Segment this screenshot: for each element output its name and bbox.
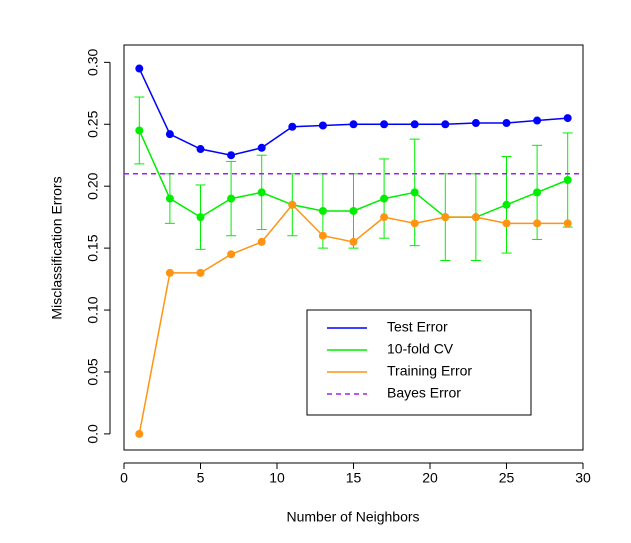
legend-box — [306, 309, 532, 416]
x-tick-label: 15 — [346, 470, 362, 486]
data-point — [563, 219, 572, 228]
data-point — [349, 237, 358, 246]
data-point — [318, 206, 327, 215]
plot-frame — [123, 44, 584, 451]
y-axis-label: Misclassification Errors — [49, 176, 65, 319]
data-point — [502, 219, 511, 228]
data-point — [135, 126, 144, 135]
data-point — [533, 219, 542, 228]
x-tick-label: 0 — [120, 470, 128, 486]
data-point — [502, 200, 511, 209]
data-point — [380, 213, 389, 222]
y-tick-label: 0.15 — [85, 234, 101, 261]
data-point — [380, 120, 389, 129]
data-point — [165, 268, 174, 277]
data-point — [196, 145, 205, 154]
data-point — [165, 130, 174, 139]
data-point — [318, 121, 327, 130]
x-tick-label: 25 — [499, 470, 515, 486]
y-tick-label: 0.30 — [85, 49, 101, 76]
data-point — [257, 188, 266, 197]
data-point — [349, 206, 358, 215]
x-tick-label: 5 — [197, 470, 205, 486]
data-point — [196, 213, 205, 222]
x-tick-label: 10 — [269, 470, 285, 486]
legend-label: Bayes Error — [387, 385, 461, 401]
data-point — [471, 119, 480, 128]
data-point — [165, 194, 174, 203]
y-tick-label: 0.20 — [85, 172, 101, 199]
data-point — [227, 194, 236, 203]
data-point — [318, 231, 327, 240]
data-point — [196, 268, 205, 277]
legend-label: 10-fold CV — [387, 341, 454, 357]
y-tick-label: 0.25 — [85, 110, 101, 137]
data-point — [441, 213, 450, 222]
data-point — [288, 122, 297, 131]
data-point — [533, 116, 542, 125]
data-point — [227, 250, 236, 259]
data-point — [563, 176, 572, 184]
data-point — [380, 194, 389, 203]
x-axis-label: Number of Neighbors — [286, 509, 419, 525]
legend-label: Test Error — [387, 319, 448, 335]
data-point — [288, 200, 297, 209]
data-point — [135, 429, 144, 438]
legend-label: Training Error — [387, 363, 472, 379]
data-point — [471, 213, 480, 222]
data-point — [410, 219, 419, 228]
data-point — [257, 143, 266, 152]
series-line — [138, 68, 568, 156]
data-point — [135, 64, 144, 73]
y-tick-label: 0.05 — [85, 358, 101, 385]
x-tick-label: 30 — [575, 470, 591, 486]
data-point — [502, 119, 511, 128]
x-tick-label: 20 — [422, 470, 438, 486]
data-point — [410, 120, 419, 129]
data-point — [227, 151, 236, 160]
data-point — [533, 188, 542, 197]
data-point — [563, 114, 572, 123]
data-point — [349, 120, 358, 129]
data-point — [441, 120, 450, 129]
data-point — [257, 237, 266, 246]
y-tick-label: 0.0 — [85, 424, 101, 444]
data-point — [410, 188, 419, 197]
y-tick-label: 0.10 — [85, 296, 101, 323]
